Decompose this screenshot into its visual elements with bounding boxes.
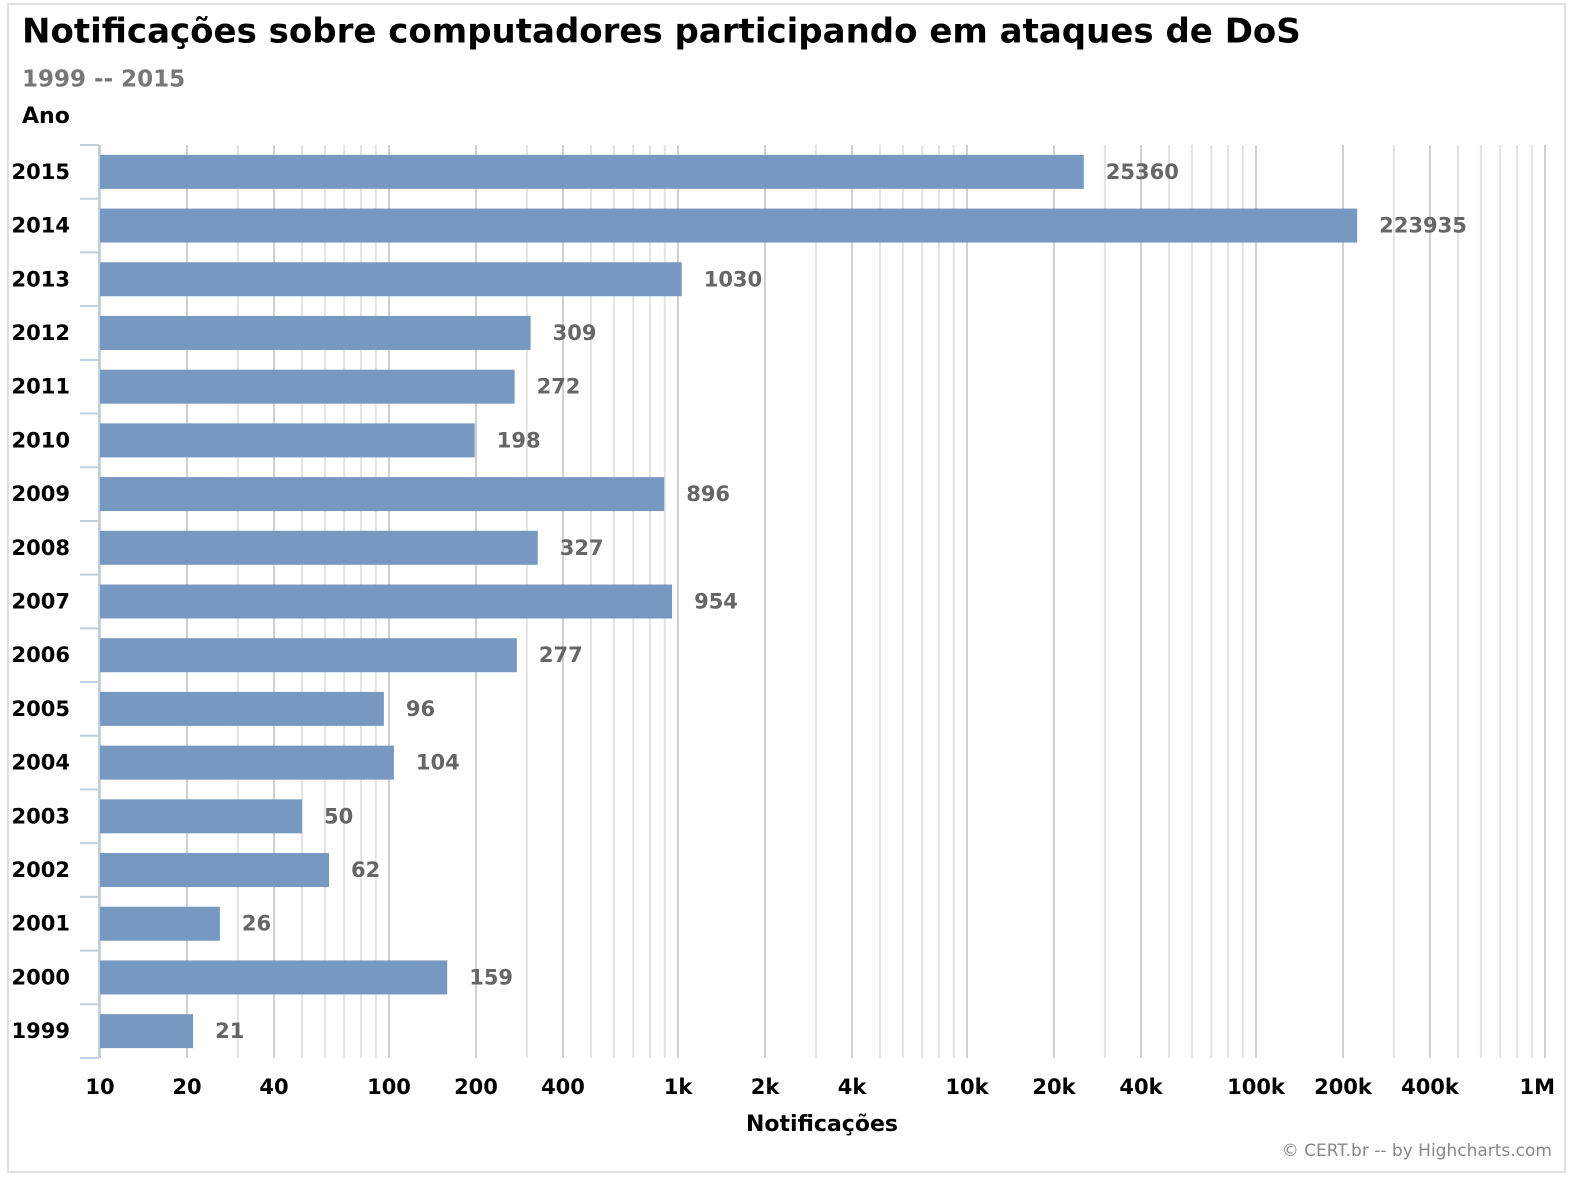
bar — [100, 638, 517, 673]
chart-subtitle: 1999 -- 2015 — [22, 67, 185, 93]
bar — [100, 799, 303, 834]
bar — [100, 853, 330, 888]
data-label: 277 — [539, 643, 583, 667]
y-tick-label: 2008 — [12, 536, 70, 560]
data-label: 309 — [553, 321, 597, 345]
y-tick-label: 2001 — [12, 912, 70, 936]
data-label: 50 — [324, 804, 353, 828]
bar — [100, 315, 531, 350]
x-tick-label: 400 — [541, 1075, 585, 1099]
bar — [100, 262, 682, 297]
x-tick-label: 40 — [259, 1075, 288, 1099]
x-tick-label: 2k — [751, 1075, 781, 1099]
x-tick-label: 1M — [1519, 1075, 1555, 1099]
data-label: 198 — [497, 428, 541, 452]
x-tick-label: 20k — [1032, 1075, 1076, 1099]
bar — [100, 423, 475, 458]
bar — [100, 208, 1358, 243]
bar — [100, 154, 1084, 189]
y-tick-label: 2014 — [12, 214, 70, 238]
data-label: 21 — [215, 1019, 244, 1043]
x-tick-label: 4k — [838, 1075, 868, 1099]
data-label: 272 — [537, 375, 581, 399]
x-tick-label: 40k — [1119, 1075, 1163, 1099]
data-label: 26 — [242, 912, 271, 936]
y-tick-label: 2012 — [12, 321, 70, 345]
data-label: 62 — [351, 858, 380, 882]
credits: © CERT.br -- by Highcharts.com — [1282, 1141, 1552, 1161]
y-tick-label: 1999 — [12, 1019, 70, 1043]
bar — [100, 691, 384, 726]
bar — [100, 745, 394, 780]
y-tick-label: 2011 — [12, 375, 70, 399]
data-label: 1030 — [704, 267, 762, 291]
data-label: 96 — [406, 697, 435, 721]
y-tick-label: 2013 — [12, 267, 70, 291]
y-tick-label: 2000 — [12, 965, 70, 989]
y-axis-title: Ano — [22, 104, 70, 129]
x-axis-title: Notificações — [746, 1112, 898, 1137]
y-tick-label: 2009 — [12, 482, 70, 506]
x-tick-label: 100 — [367, 1075, 411, 1099]
x-tick-label: 200 — [454, 1075, 498, 1099]
bar — [100, 477, 665, 512]
y-tick-label: 2006 — [12, 643, 70, 667]
bar — [100, 584, 673, 619]
data-label: 25360 — [1106, 160, 1179, 184]
bar — [100, 960, 448, 995]
data-label: 159 — [469, 965, 513, 989]
chart-title: Notificações sobre computadores particip… — [22, 12, 1301, 52]
y-tick-label: 2004 — [12, 751, 70, 775]
bar — [100, 1014, 194, 1049]
x-tick-label: 10k — [945, 1075, 989, 1099]
data-label: 896 — [686, 482, 730, 506]
y-tick-label: 2003 — [12, 804, 70, 828]
x-tick-label: 10 — [85, 1075, 114, 1099]
data-label: 954 — [694, 590, 738, 614]
y-tick-label: 2015 — [12, 160, 70, 184]
x-tick-label: 200k — [1314, 1075, 1373, 1099]
x-tick-label: 100k — [1227, 1075, 1286, 1099]
bar — [100, 369, 515, 404]
bar — [100, 906, 220, 941]
y-tick-label: 2010 — [12, 428, 70, 452]
y-tick-label: 2005 — [12, 697, 70, 721]
bar — [100, 530, 538, 565]
x-tick-label: 400k — [1401, 1075, 1460, 1099]
data-label: 327 — [560, 536, 604, 560]
data-label: 104 — [416, 751, 460, 775]
x-tick-label: 20 — [172, 1075, 201, 1099]
data-label: 223935 — [1379, 214, 1467, 238]
y-tick-label: 2007 — [12, 590, 70, 614]
y-tick-label: 2002 — [12, 858, 70, 882]
x-tick-label: 1k — [664, 1075, 694, 1099]
